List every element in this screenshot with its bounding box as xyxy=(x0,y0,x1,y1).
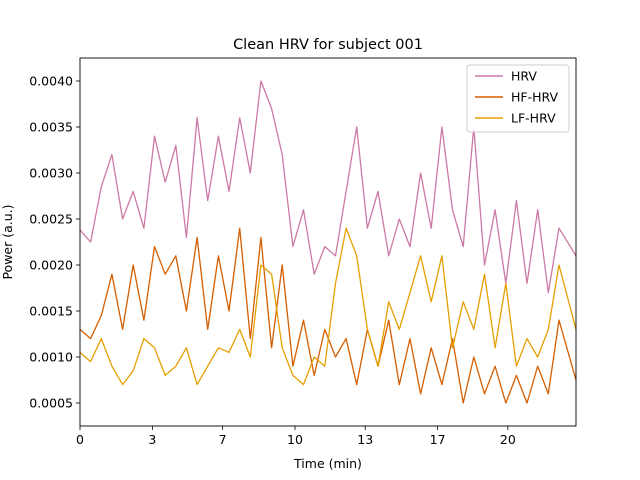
x-axis-label: Time (min) xyxy=(293,456,362,471)
legend-box xyxy=(466,64,570,133)
legend-label-hf-hrv: HF-HRV xyxy=(511,90,559,105)
x-tick-label: 7 xyxy=(219,432,227,447)
y-tick-label: 0.0010 xyxy=(29,350,73,365)
chart-title: Clean HRV for subject 001 xyxy=(233,37,423,53)
series-line-lf-hrv xyxy=(79,227,577,386)
y-tick-label: 0.0025 xyxy=(29,212,73,227)
x-tick-label: 10 xyxy=(287,432,303,447)
y-tick-label: 0.0005 xyxy=(29,396,73,411)
y-tick-label: 0.0030 xyxy=(29,166,73,181)
y-tick-label: 0.0015 xyxy=(29,304,73,319)
plot-frame xyxy=(79,57,577,427)
y-axis-label: Power (a.u.) xyxy=(0,204,15,279)
legend-label-hrv: HRV xyxy=(511,69,537,84)
x-tick-label: 0 xyxy=(76,432,84,447)
x-tick-label: 3 xyxy=(148,432,156,447)
x-axis-ticks: 0 3 7 10 13 17 20 xyxy=(76,426,516,447)
legend: HRV HF-HRV LF-HRV xyxy=(466,64,570,133)
legend-label-lf-hrv: LF-HRV xyxy=(511,111,556,126)
series-line-hf-hrv xyxy=(79,227,577,404)
x-tick-label: 17 xyxy=(430,432,446,447)
series-line-hrv xyxy=(79,80,577,294)
y-axis-ticks: 0.0005 0.0010 0.0015 0.0020 0.0025 0.0030 0.00… xyxy=(29,74,80,411)
y-tick-label: 0.0040 xyxy=(29,74,73,89)
series-lines xyxy=(79,80,577,404)
x-tick-label: 13 xyxy=(357,432,373,447)
x-tick-label: 20 xyxy=(500,432,516,447)
y-tick-label: 0.0020 xyxy=(29,258,73,273)
y-tick-label: 0.0035 xyxy=(29,120,73,135)
